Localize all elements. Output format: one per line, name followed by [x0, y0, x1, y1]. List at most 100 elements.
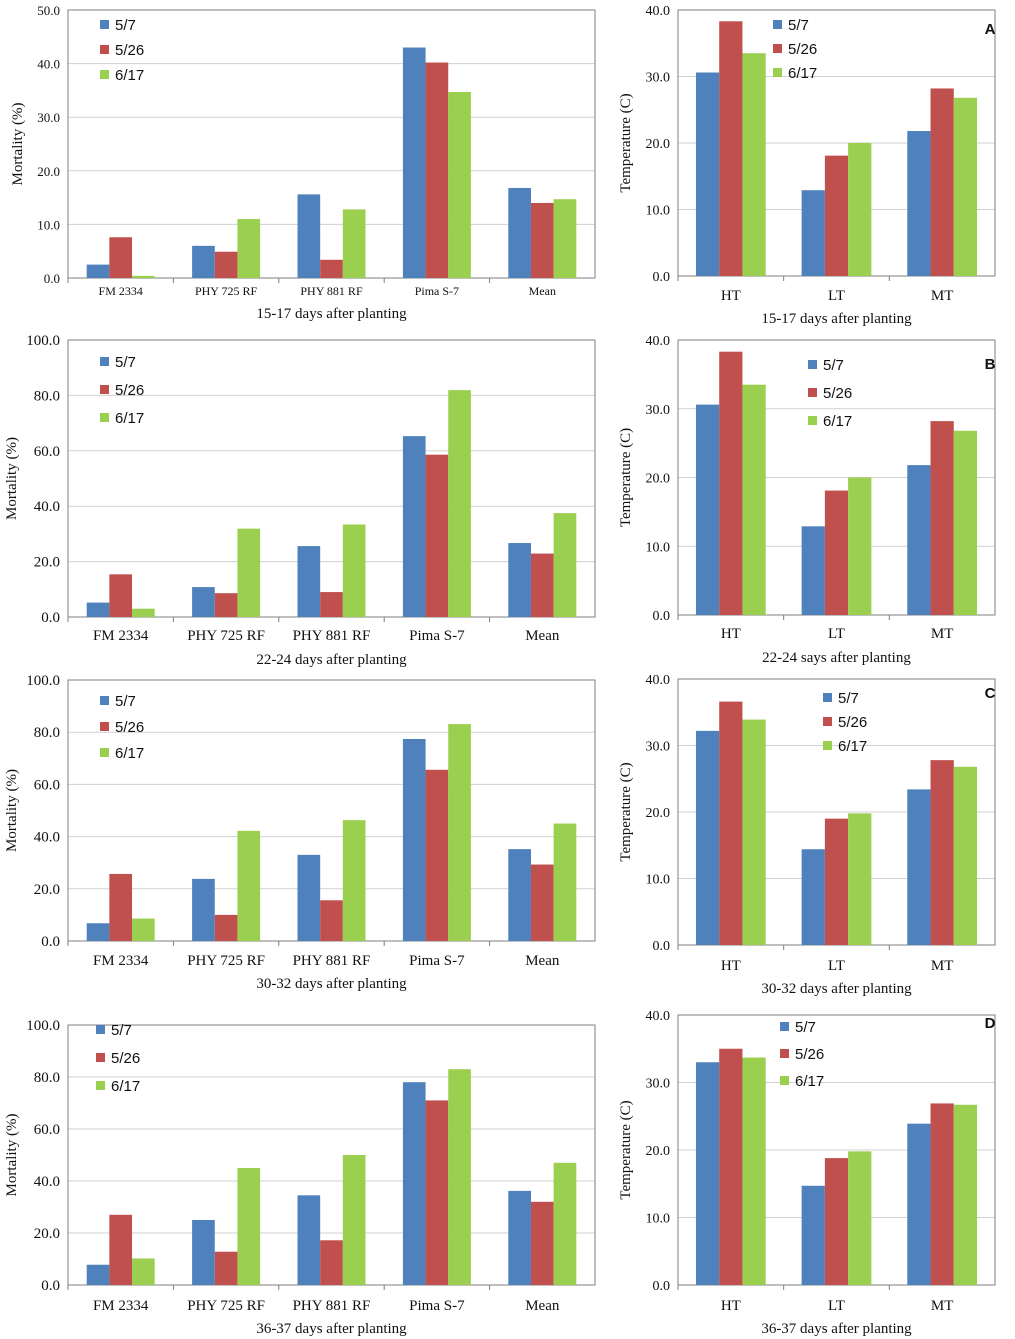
x-axis-title: 30-32 days after planting: [256, 976, 407, 992]
x-category-label: FM 2334: [93, 628, 149, 644]
y-tick-label: 100.0: [26, 1018, 60, 1034]
bar-5-7-phy-725-rf: [192, 587, 215, 617]
y-tick-label: 30.0: [646, 1077, 671, 1092]
bar-5-7-lt: [801, 526, 825, 615]
y-tick-label: 0.0: [41, 934, 60, 950]
bar-5-26-ht: [719, 21, 743, 277]
bar-5-26-phy-881-rf: [320, 259, 343, 278]
bars: [86, 724, 577, 941]
y-tick-label: 100.0: [26, 673, 60, 689]
y-axis-title: Temperature (C): [618, 762, 634, 861]
legend-swatch: [808, 388, 817, 397]
bar-5-26-fm-2334: [109, 574, 133, 617]
y-tick-label: 0.0: [41, 610, 60, 626]
bars: [695, 1048, 978, 1285]
legend-label: 6/17: [115, 410, 144, 427]
bar-5-26-phy-881-rf: [320, 592, 343, 617]
temperature-chart-a: 0.0 10.0 20.0 30.0 40.0 HT LT MT 15-17 days afte…: [618, 4, 996, 327]
legend-label: 5/7: [795, 1019, 816, 1036]
bar-6-17-phy-725-rf: [237, 219, 261, 278]
x-category-label: MT: [931, 626, 954, 642]
legend-swatch: [773, 68, 782, 77]
bar-5-7-fm-2334: [86, 1264, 110, 1285]
bar-5-26-fm-2334: [109, 1214, 133, 1285]
legend-label: 5/26: [115, 382, 144, 399]
bar-6-17-mean: [553, 199, 577, 278]
bar-5-26-lt: [824, 490, 849, 615]
mortality-chart-a: 0.0 10.0 20.0 30.0 40.0 50.0 FM 2334 PHY 725 RF…: [10, 3, 596, 322]
bar-5-26-mt: [930, 760, 954, 945]
y-tick-label: 40.0: [34, 830, 60, 846]
y-tick-label: 20.0: [34, 555, 60, 571]
mortality-chart-d: 0.0 20.0 40.0 60.0 80.0 100.0 FM 2334 PHY 725 R…: [4, 1018, 596, 1337]
bar-6-17-mt: [953, 97, 978, 276]
legend-swatch: [808, 360, 817, 369]
panel-label: A: [985, 21, 996, 38]
x-category-label: HT: [721, 1298, 741, 1314]
bar-6-17-fm-2334: [132, 1258, 155, 1285]
bar-5-26-ht: [719, 1048, 743, 1285]
bar-5-26-phy-725-rf: [214, 251, 238, 278]
bar-5-26-pima-s-7: [425, 454, 449, 617]
bar-6-17-lt: [848, 143, 872, 276]
legend-label: 5/7: [823, 357, 844, 374]
legend-label: 5/26: [788, 41, 817, 58]
legend: 5/7 5/26 6/17: [808, 357, 852, 430]
x-category-label: PHY 725 RF: [187, 628, 265, 644]
bar-5-26-lt: [824, 818, 849, 945]
y-tick-label: 0.0: [653, 270, 671, 285]
y-axis-ticks: 0.0 10.0 20.0 30.0 40.0 50.0: [37, 3, 60, 286]
bar-6-17-ht: [742, 719, 766, 945]
x-category-label: MT: [931, 288, 954, 304]
bar-6-17-pima-s-7: [448, 390, 471, 617]
y-tick-label: 20.0: [34, 1226, 60, 1242]
y-tick-label: 0.0: [653, 939, 671, 954]
y-tick-label: 40.0: [34, 1174, 60, 1190]
bar-5-7-fm-2334: [86, 923, 110, 941]
bar-6-17-mt: [953, 430, 978, 615]
bars: [86, 47, 577, 279]
legend-swatch: [823, 717, 832, 726]
bar-5-26-mean: [530, 553, 554, 617]
x-category-label: HT: [721, 626, 741, 642]
legend-swatch: [100, 45, 109, 54]
y-tick-label: 10.0: [37, 217, 60, 232]
x-axis-title: 15-17 days after planting: [761, 311, 912, 327]
legend-swatch: [780, 1076, 789, 1085]
x-category-label: Mean: [525, 953, 560, 969]
x-category-label: PHY 881 RF: [293, 953, 371, 969]
y-tick-label: 10.0: [646, 540, 671, 555]
y-tick-label: 50.0: [37, 3, 60, 18]
bar-5-7-ht: [695, 72, 720, 276]
x-category-label: Mean: [529, 284, 556, 298]
y-axis-title: Mortality (%): [4, 437, 20, 520]
legend-label: 5/26: [838, 714, 867, 731]
y-axis-title: Mortality (%): [10, 103, 26, 186]
bar-5-7-pima-s-7: [402, 1082, 426, 1285]
legend: 5/7 5/26 6/17: [100, 354, 144, 427]
legend-swatch: [100, 722, 109, 731]
bar-5-26-pima-s-7: [425, 1100, 449, 1285]
x-category-label: Mean: [525, 1298, 560, 1314]
bar-6-17-pima-s-7: [448, 724, 471, 941]
y-tick-label: 20.0: [646, 137, 671, 152]
legend-label: 6/17: [111, 1078, 140, 1095]
bar-6-17-lt: [848, 1151, 872, 1285]
y-tick-label: 20.0: [37, 164, 60, 179]
y-tick-label: 40.0: [646, 4, 671, 19]
legend-swatch: [96, 1053, 105, 1062]
y-axis-ticks: 0.0 20.0 40.0 60.0 80.0 100.0: [26, 673, 60, 950]
legend: 5/7 5/26 6/17: [773, 17, 817, 82]
y-tick-label: 40.0: [37, 57, 60, 72]
bar-5-7-phy-725-rf: [192, 878, 215, 941]
bar-6-17-fm-2334: [132, 608, 155, 617]
bar-5-7-mean: [508, 187, 531, 278]
y-tick-label: 0.0: [44, 271, 60, 286]
y-tick-label: 80.0: [34, 725, 60, 741]
bar-5-26-phy-725-rf: [214, 1251, 238, 1285]
legend-swatch: [96, 1081, 105, 1090]
x-category-label: HT: [721, 288, 741, 304]
y-tick-label: 20.0: [646, 472, 671, 487]
y-tick-label: 30.0: [646, 71, 671, 86]
bar-5-7-fm-2334: [86, 264, 110, 278]
